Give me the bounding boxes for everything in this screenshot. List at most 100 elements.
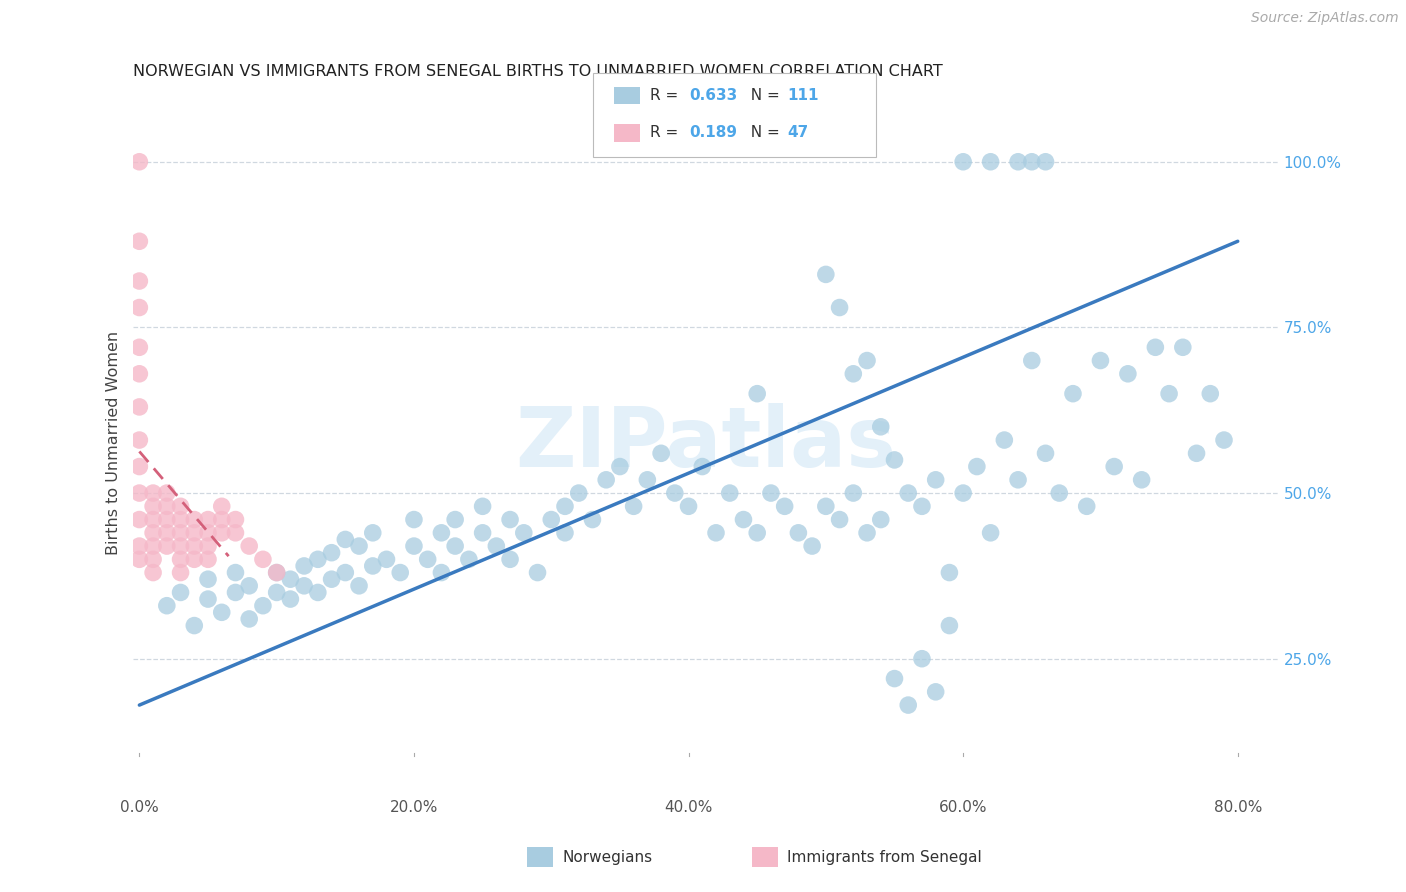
Point <box>1021 154 1043 169</box>
Point <box>911 500 934 514</box>
Point <box>1076 500 1098 514</box>
Point <box>266 566 288 580</box>
Point <box>128 154 150 169</box>
Text: 0.189: 0.189 <box>689 126 737 140</box>
Point <box>526 566 548 580</box>
Point <box>1035 154 1057 169</box>
Point <box>361 525 384 540</box>
Point <box>911 651 934 665</box>
Point <box>224 525 246 540</box>
Point <box>1021 353 1043 368</box>
Point <box>266 585 288 599</box>
Point <box>828 301 851 315</box>
Point <box>197 592 219 607</box>
Point <box>128 539 150 553</box>
Point <box>292 579 315 593</box>
Point <box>128 274 150 288</box>
Text: R =: R = <box>650 88 683 103</box>
Point <box>321 546 343 560</box>
Point <box>1144 340 1167 354</box>
Point <box>142 500 165 514</box>
Y-axis label: Births to Unmarried Women: Births to Unmarried Women <box>107 331 121 556</box>
Point <box>1035 446 1057 460</box>
Point <box>238 539 260 553</box>
Point <box>952 154 974 169</box>
Point <box>280 592 302 607</box>
Point <box>1102 459 1125 474</box>
Point <box>416 552 439 566</box>
Point <box>1130 473 1153 487</box>
Point <box>856 525 879 540</box>
Point <box>856 353 879 368</box>
Point <box>938 566 960 580</box>
Point <box>128 552 150 566</box>
Point <box>581 512 603 526</box>
Text: 47: 47 <box>787 126 808 140</box>
Point <box>211 605 233 619</box>
Point <box>513 525 536 540</box>
Point <box>1213 433 1236 447</box>
Point <box>869 419 891 434</box>
Point <box>814 500 837 514</box>
Point <box>554 525 576 540</box>
Point <box>1062 386 1084 401</box>
Point <box>169 512 191 526</box>
Point <box>361 558 384 573</box>
Point <box>430 525 453 540</box>
Point <box>197 512 219 526</box>
Point <box>554 500 576 514</box>
Point <box>609 459 631 474</box>
Point <box>211 525 233 540</box>
Point <box>238 579 260 593</box>
Point <box>224 512 246 526</box>
Point <box>347 539 370 553</box>
Point <box>197 525 219 540</box>
Point <box>568 486 591 500</box>
Point <box>169 552 191 566</box>
Point <box>636 473 658 487</box>
Point <box>897 698 920 712</box>
Point <box>499 512 522 526</box>
Point <box>197 572 219 586</box>
Point <box>1116 367 1139 381</box>
Point <box>183 512 205 526</box>
Point <box>690 459 713 474</box>
Point <box>128 234 150 248</box>
Point <box>444 539 467 553</box>
Point <box>1007 473 1029 487</box>
Point <box>718 486 741 500</box>
Point <box>980 154 1002 169</box>
Point <box>169 585 191 599</box>
Point <box>307 585 329 599</box>
Point <box>993 433 1015 447</box>
Point <box>142 552 165 566</box>
Point <box>704 525 727 540</box>
Point <box>430 566 453 580</box>
Point <box>307 552 329 566</box>
Point <box>402 512 425 526</box>
Point <box>142 525 165 540</box>
Point <box>197 539 219 553</box>
Point <box>499 552 522 566</box>
Point <box>869 512 891 526</box>
Point <box>128 340 150 354</box>
Point <box>828 512 851 526</box>
Point <box>1185 446 1208 460</box>
Point <box>733 512 755 526</box>
Point <box>595 473 617 487</box>
Point <box>444 512 467 526</box>
Point <box>402 539 425 553</box>
Point <box>128 512 150 526</box>
Text: Immigrants from Senegal: Immigrants from Senegal <box>787 850 983 864</box>
Text: N =: N = <box>741 126 785 140</box>
Text: NORWEGIAN VS IMMIGRANTS FROM SENEGAL BIRTHS TO UNMARRIED WOMEN CORRELATION CHART: NORWEGIAN VS IMMIGRANTS FROM SENEGAL BIR… <box>132 64 942 79</box>
Point <box>623 500 645 514</box>
Point <box>142 486 165 500</box>
Point <box>156 599 179 613</box>
Text: R =: R = <box>650 126 683 140</box>
Point <box>842 486 865 500</box>
Text: Norwegians: Norwegians <box>562 850 652 864</box>
Point <box>966 459 988 474</box>
Point <box>156 512 179 526</box>
Point <box>924 473 946 487</box>
